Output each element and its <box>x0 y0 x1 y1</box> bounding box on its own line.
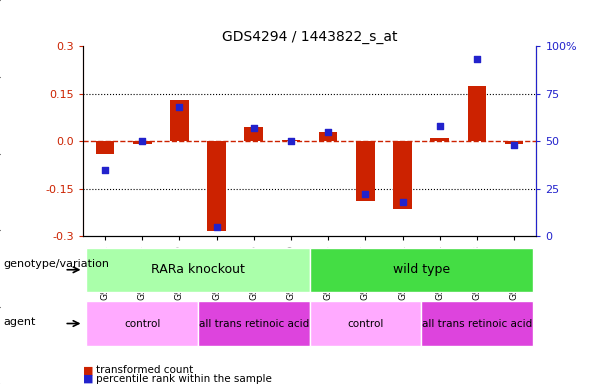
Point <box>472 56 482 63</box>
Text: control: control <box>347 318 384 329</box>
Bar <box>96 141 115 154</box>
Point <box>323 129 333 135</box>
Point <box>435 123 444 129</box>
Bar <box>393 141 412 209</box>
Bar <box>468 86 486 141</box>
Text: all trans retinoic acid: all trans retinoic acid <box>199 318 309 329</box>
Text: transformed count: transformed count <box>96 365 194 375</box>
Point <box>211 223 221 230</box>
Point <box>175 104 185 110</box>
Point <box>398 199 408 205</box>
Text: ■: ■ <box>83 374 93 384</box>
Point <box>360 191 370 197</box>
Bar <box>170 100 189 141</box>
Bar <box>356 141 375 201</box>
Bar <box>245 127 263 141</box>
Bar <box>430 138 449 141</box>
Bar <box>207 141 226 232</box>
Point <box>100 167 110 173</box>
Point <box>249 125 259 131</box>
Point <box>286 138 296 144</box>
Bar <box>282 139 300 141</box>
Text: percentile rank within the sample: percentile rank within the sample <box>96 374 272 384</box>
Point <box>509 142 519 148</box>
Bar <box>133 141 151 144</box>
Text: all trans retinoic acid: all trans retinoic acid <box>422 318 532 329</box>
Text: RARa knockout: RARa knockout <box>151 263 245 276</box>
Text: control: control <box>124 318 161 329</box>
Text: ■: ■ <box>83 365 93 375</box>
Text: agent: agent <box>3 316 36 327</box>
Text: genotype/variation: genotype/variation <box>3 259 109 269</box>
Text: wild type: wild type <box>392 263 450 276</box>
Bar <box>319 132 337 141</box>
Point <box>137 138 147 144</box>
Title: GDS4294 / 1443822_s_at: GDS4294 / 1443822_s_at <box>222 30 397 44</box>
Bar <box>504 141 524 144</box>
